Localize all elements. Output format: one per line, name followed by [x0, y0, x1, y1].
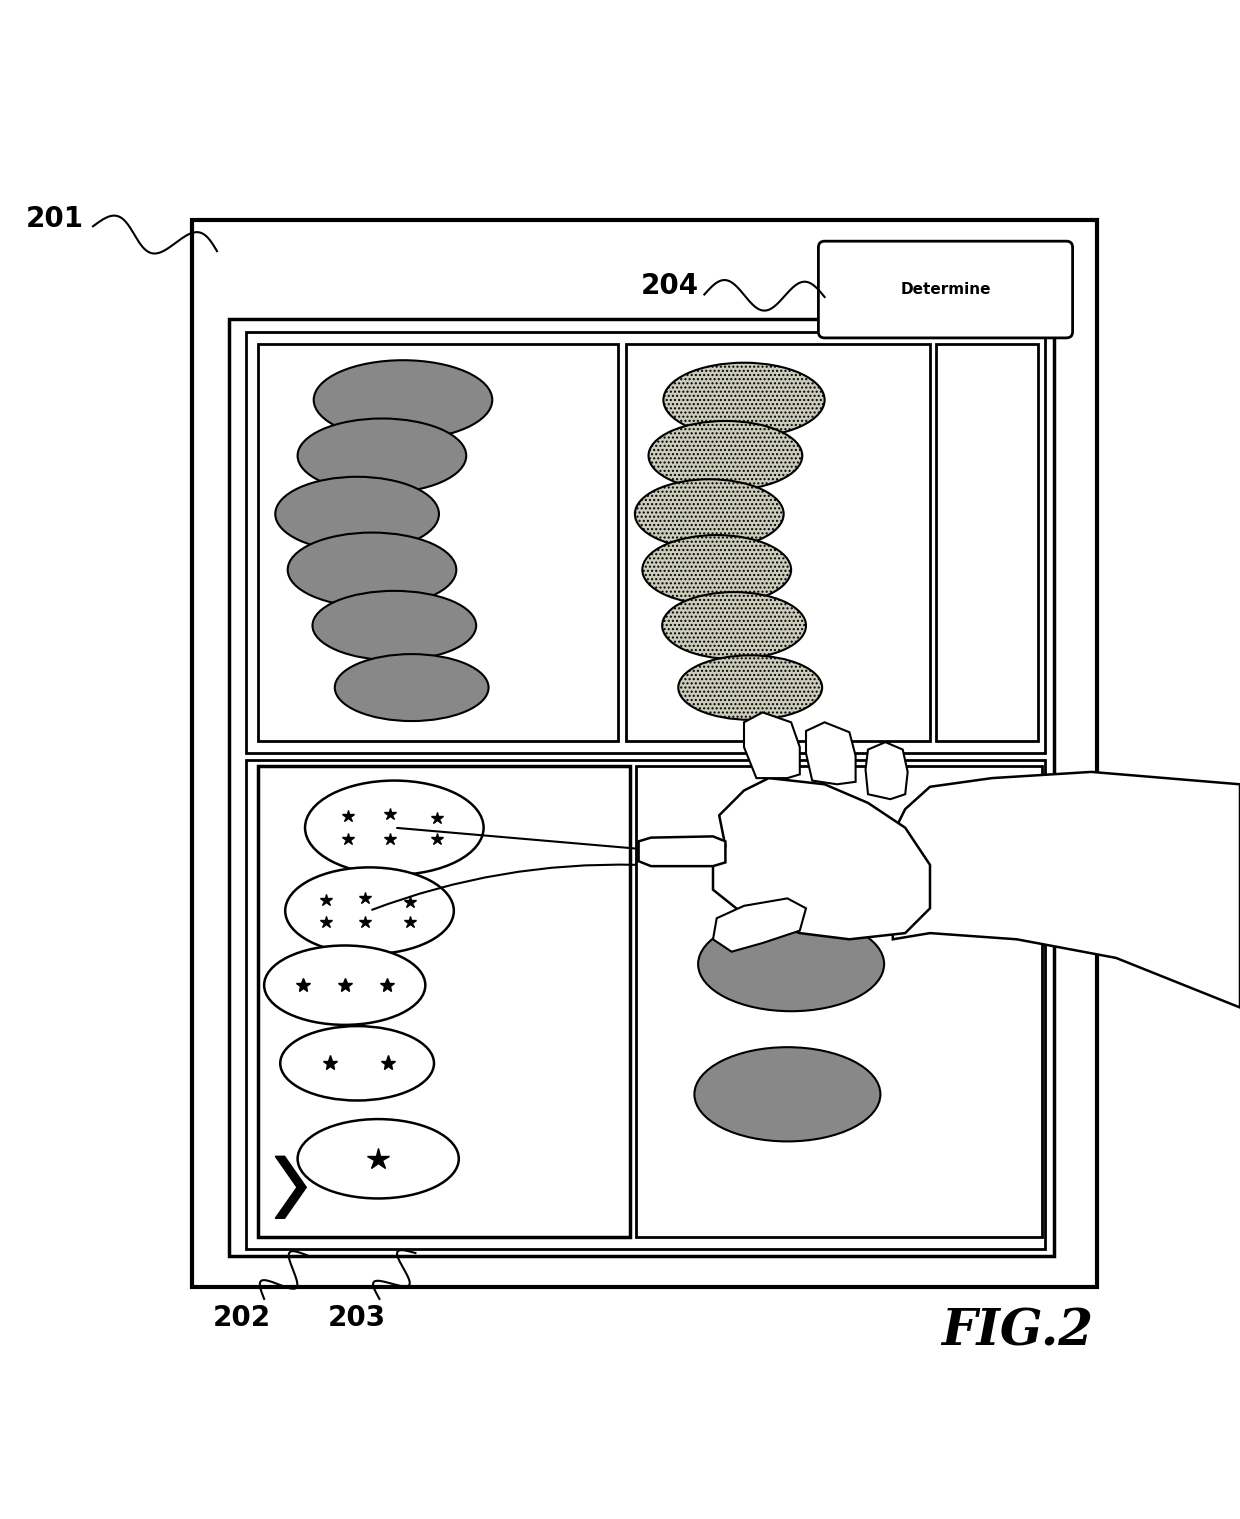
- Polygon shape: [713, 898, 806, 952]
- FancyBboxPatch shape: [818, 242, 1073, 337]
- Text: FIG.2: FIG.2: [941, 1308, 1092, 1356]
- Bar: [626, 345, 930, 741]
- Ellipse shape: [288, 533, 456, 608]
- Ellipse shape: [335, 655, 489, 722]
- Polygon shape: [713, 778, 930, 939]
- Ellipse shape: [694, 1047, 880, 1141]
- Bar: [192, 220, 1097, 1287]
- Text: 202: 202: [213, 1303, 270, 1332]
- Ellipse shape: [635, 480, 784, 548]
- Ellipse shape: [280, 1027, 434, 1100]
- Bar: [246, 331, 1045, 753]
- Polygon shape: [806, 723, 856, 784]
- Ellipse shape: [275, 477, 439, 551]
- Text: 204: 204: [641, 272, 698, 299]
- Text: 203: 203: [329, 1303, 386, 1332]
- Polygon shape: [893, 772, 1240, 1007]
- Ellipse shape: [298, 419, 466, 492]
- Ellipse shape: [662, 592, 806, 659]
- Text: Determine: Determine: [900, 283, 991, 298]
- Bar: [636, 766, 1042, 1236]
- Bar: [258, 345, 618, 741]
- Polygon shape: [866, 743, 908, 799]
- Ellipse shape: [642, 535, 791, 605]
- Ellipse shape: [298, 1120, 459, 1198]
- Polygon shape: [275, 1156, 306, 1218]
- Ellipse shape: [698, 917, 884, 1012]
- Ellipse shape: [649, 421, 802, 491]
- Bar: [229, 319, 1054, 1256]
- Text: 201: 201: [26, 205, 83, 232]
- Bar: [258, 766, 630, 1236]
- Ellipse shape: [663, 363, 825, 437]
- Ellipse shape: [264, 945, 425, 1025]
- Bar: [936, 345, 1038, 741]
- Ellipse shape: [312, 591, 476, 661]
- Ellipse shape: [285, 867, 454, 954]
- Ellipse shape: [678, 655, 822, 720]
- Ellipse shape: [314, 360, 492, 439]
- Polygon shape: [744, 712, 800, 778]
- Ellipse shape: [305, 781, 484, 875]
- Bar: [246, 760, 1045, 1249]
- Polygon shape: [639, 837, 725, 866]
